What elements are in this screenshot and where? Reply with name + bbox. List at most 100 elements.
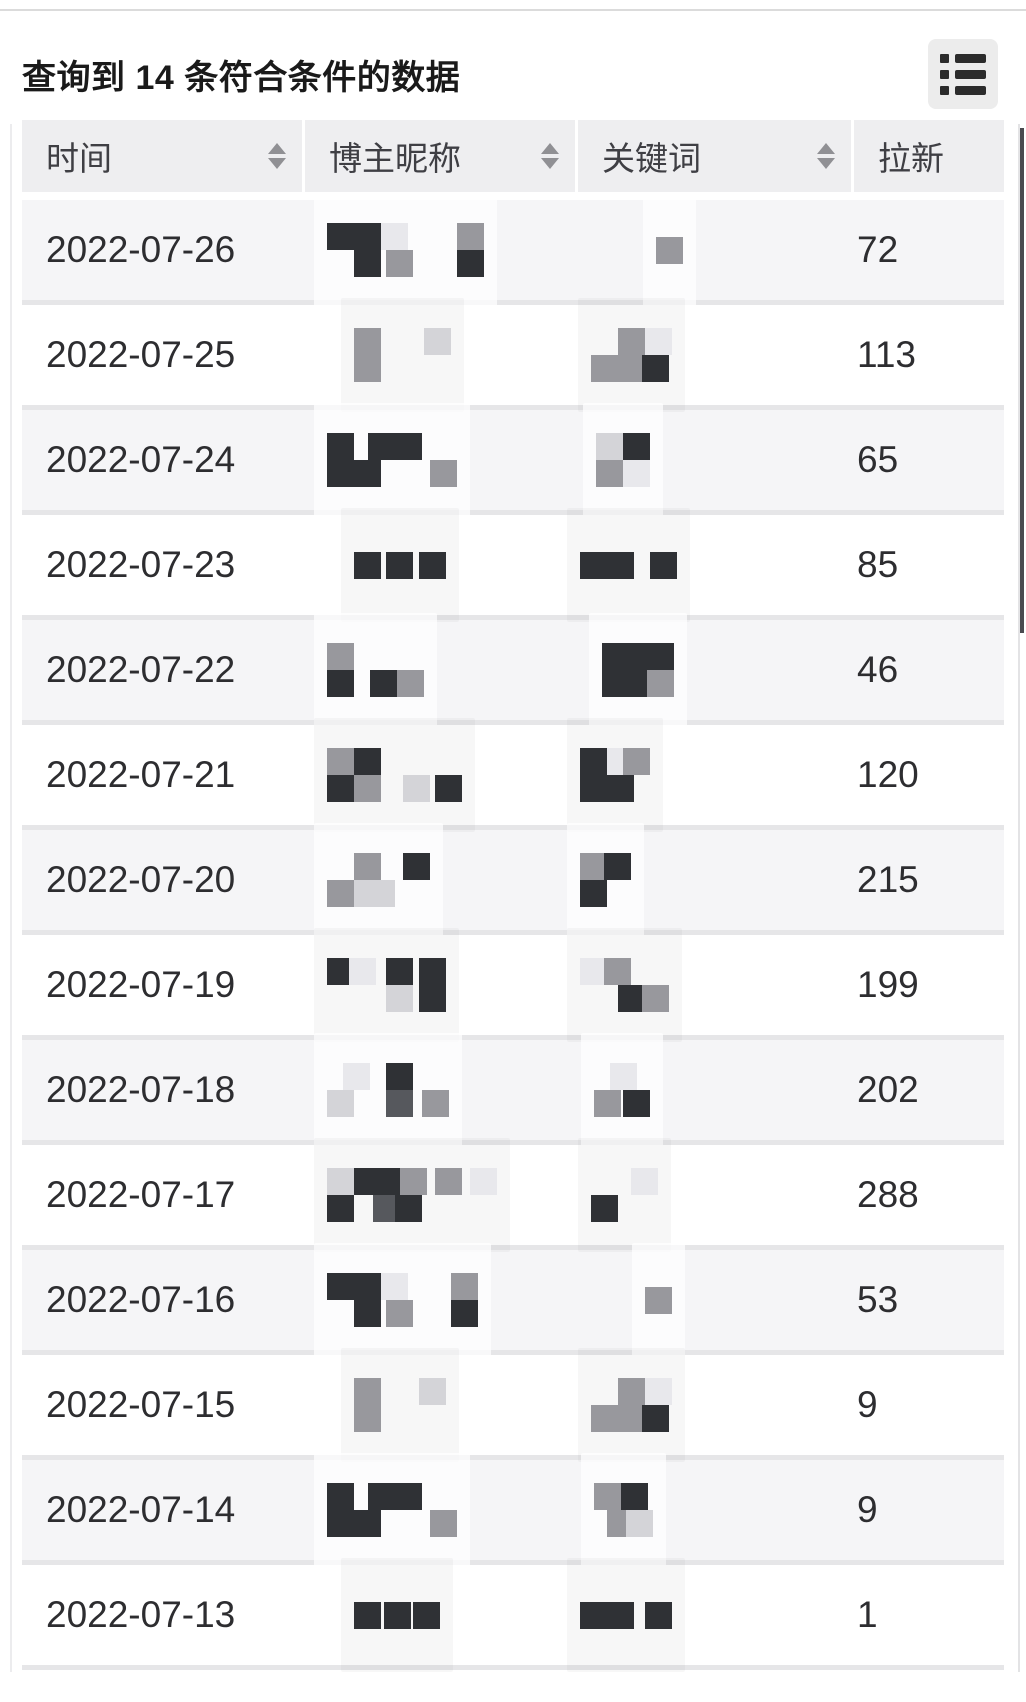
table-row: 2022-07-23 85 xyxy=(22,508,1004,622)
new-users-cell: 46 xyxy=(857,649,899,690)
mosaic-block xyxy=(354,551,381,579)
table-row: 2022-07-24 65 xyxy=(22,403,1004,517)
mosaic-block xyxy=(367,433,395,460)
table-header-row: 时间 博主昵称 关键词 拉新 xyxy=(22,120,1004,192)
new-users-cell: 120 xyxy=(857,754,919,795)
mosaic-block xyxy=(402,853,430,880)
censored-mosaic xyxy=(341,1558,454,1672)
mosaic-block xyxy=(647,643,675,670)
keyword-censored-cell xyxy=(572,1138,845,1252)
row-separator xyxy=(22,510,1004,515)
mosaic-block xyxy=(580,958,607,985)
column-header-nickname[interactable]: 博主昵称 xyxy=(305,120,575,192)
sort-icon[interactable] xyxy=(541,143,559,169)
mosaic-block xyxy=(617,1378,645,1405)
table-row: 2022-07-22 46 xyxy=(22,613,1004,727)
censored-mosaic xyxy=(314,718,475,832)
censored-mosaic xyxy=(314,1138,511,1252)
mosaic-block xyxy=(623,433,651,460)
mosaic-block xyxy=(394,1195,422,1222)
column-header-time[interactable]: 时间 xyxy=(22,120,302,192)
censored-mosaic xyxy=(567,823,645,937)
mosaic-block xyxy=(647,670,675,697)
date-cell: 2022-07-23 xyxy=(46,544,236,585)
date-cell: 2022-07-24 xyxy=(46,439,236,480)
mosaic-block xyxy=(386,958,414,985)
blogger-nickname-censored-cell xyxy=(302,1348,572,1462)
date-cell: 2022-07-18 xyxy=(46,1069,236,1110)
row-separator xyxy=(22,1245,1004,1250)
mosaic-block xyxy=(327,1483,354,1510)
column-header-new_users: 拉新 xyxy=(854,120,1004,192)
table-left-edge xyxy=(10,124,12,1672)
mosaic-block xyxy=(354,1601,381,1629)
table-row: 2022-07-18 202 xyxy=(22,1033,1004,1147)
mosaic-block xyxy=(644,1286,672,1314)
sort-icon[interactable] xyxy=(817,143,835,169)
new-users-cell: 9 xyxy=(857,1384,878,1425)
mosaic-block xyxy=(327,670,354,697)
mosaic-block xyxy=(435,1168,462,1195)
mosaic-block xyxy=(650,551,678,579)
mosaic-block xyxy=(386,1300,414,1327)
mosaic-block xyxy=(580,853,607,880)
mosaic-block xyxy=(620,1483,648,1510)
blogger-nickname-censored-cell xyxy=(302,403,572,517)
new-users-cell: 1 xyxy=(857,1594,878,1635)
date-cell: 2022-07-16 xyxy=(46,1279,236,1320)
mosaic-block xyxy=(397,670,425,697)
censored-mosaic xyxy=(577,298,685,412)
censored-mosaic xyxy=(588,613,688,727)
mosaic-block xyxy=(580,1601,607,1629)
mosaic-block xyxy=(580,551,607,579)
row-separator xyxy=(22,1665,1004,1670)
censored-mosaic xyxy=(567,718,664,832)
mosaic-block xyxy=(381,223,408,250)
mosaic-block xyxy=(631,1168,659,1195)
mosaic-block xyxy=(623,1090,651,1117)
mosaic-block xyxy=(327,433,354,460)
censored-mosaic xyxy=(577,1138,672,1252)
table-row: 2022-07-21 120 xyxy=(22,718,1004,832)
censored-mosaic xyxy=(341,298,465,412)
mosaic-block xyxy=(386,985,414,1012)
mosaic-block xyxy=(383,1601,411,1629)
view-toggle-button[interactable] xyxy=(928,39,998,109)
mosaic-block xyxy=(615,355,643,382)
titlebar: 查询到 14 条符合条件的数据 xyxy=(22,36,1012,112)
mosaic-block xyxy=(607,1601,634,1629)
column-header-label: 时间 xyxy=(46,140,112,177)
screenshot-edge-artifact xyxy=(1020,128,1024,633)
new-users-cell: 202 xyxy=(857,1069,919,1110)
mosaic-block xyxy=(451,1273,479,1300)
mosaic-block xyxy=(451,1300,479,1327)
mosaic-block xyxy=(590,1195,618,1222)
mosaic-block xyxy=(642,985,670,1012)
keyword-censored-cell xyxy=(567,928,845,1042)
column-header-label: 拉新 xyxy=(878,140,944,177)
mosaic-block xyxy=(590,1405,618,1432)
keyword-censored-cell xyxy=(572,1243,845,1357)
blogger-nickname-censored-cell xyxy=(302,193,572,307)
mosaic-block xyxy=(593,1483,621,1510)
blogger-nickname-censored-cell xyxy=(302,1243,572,1357)
mosaic-block xyxy=(418,551,446,579)
keyword-censored-cell xyxy=(567,823,845,937)
mosaic-block xyxy=(402,775,430,802)
mosaic-block xyxy=(370,670,398,697)
censored-mosaic xyxy=(580,1033,664,1147)
mosaic-block xyxy=(456,223,484,250)
blogger-nickname-censored-cell xyxy=(302,928,572,1042)
date-cell: 2022-07-21 xyxy=(46,754,236,795)
blogger-nickname-censored-cell xyxy=(302,508,572,622)
mosaic-block xyxy=(354,775,381,802)
censored-mosaic xyxy=(314,1243,492,1357)
censored-mosaic xyxy=(314,613,438,727)
mosaic-block xyxy=(399,1168,427,1195)
column-header-keyword[interactable]: 关键词 xyxy=(578,120,851,192)
sort-icon[interactable] xyxy=(268,143,286,169)
mosaic-block xyxy=(644,328,672,355)
censored-mosaic xyxy=(583,403,664,517)
mosaic-block xyxy=(607,551,634,579)
